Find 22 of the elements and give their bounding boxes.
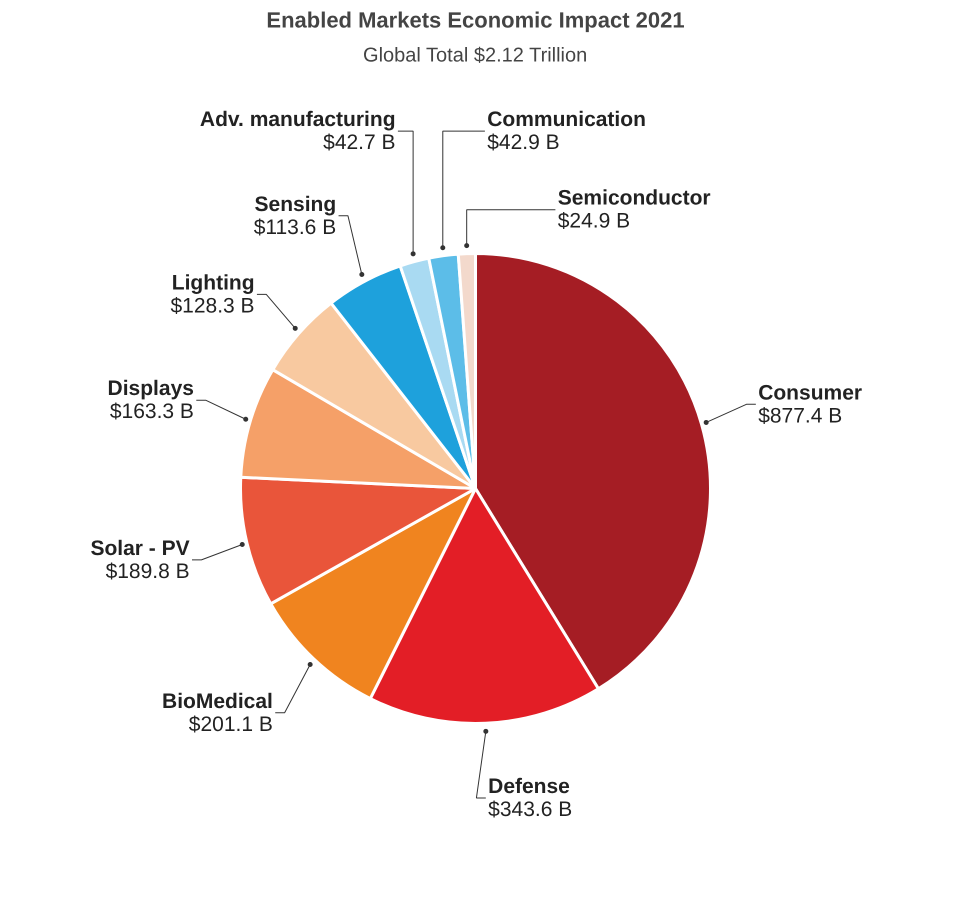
slice-label: Solar - PV [90,536,190,560]
slice-label: BioMedical [162,690,273,713]
data-label: $42.9 B [487,131,560,154]
data-label: $343.6 B [488,798,572,821]
data-label: $128.3 B [170,294,255,318]
chart-title: Enabled Markets Economic Impact 2021 [266,8,685,32]
slice-label: Adv. manufacturing [200,108,396,132]
data-label: $42.7 B [323,131,396,154]
data-label: $113.6 B [254,216,336,239]
data-label: $189.8 B [106,560,190,583]
slice-label: Communication [487,108,646,132]
slice-label: Sensing [254,192,336,216]
slice-label: Semiconductor [558,186,711,210]
slice-label: Defense [488,774,570,798]
data-label: $877.4 B [758,404,842,428]
data-label: $163.3 B [110,400,194,424]
slice-label: Consumer [758,381,862,404]
chart-subtitle: Global Total $2.12 Trillion [363,44,588,66]
data-label: $24.9 B [558,210,630,233]
slice-label: Lighting [172,271,255,294]
slice-label: Displays [108,377,194,400]
data-label: $201.1 B [188,712,273,736]
